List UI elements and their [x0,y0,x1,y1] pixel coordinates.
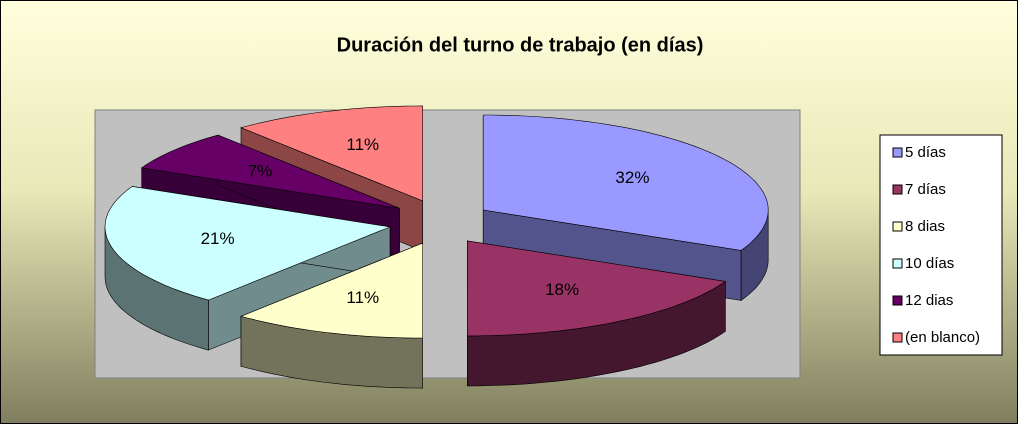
data-label: 7% [248,162,273,181]
legend-label: 12 dias [905,292,953,309]
legend-label: 5 días [905,144,946,161]
legend-label: 7 días [905,181,946,198]
slice [240,105,423,202]
pie: 11% 7% 32% 21% 18% 11% [104,105,769,389]
legend-label: 8 dias [905,218,945,235]
slice [140,134,400,209]
chart-title: Duración del turno de trabajo (en días) [337,34,704,56]
legend-swatch [892,295,903,306]
slice [240,242,423,339]
slice [482,114,769,251]
data-label: 11% [346,135,379,154]
legend [879,134,1003,356]
data-label: 21% [201,229,235,248]
legend-swatch [892,221,903,232]
legend-label: 10 días [905,255,954,272]
data-label: 32% [615,168,649,187]
data-label: 11% [346,288,379,307]
legend-label: (en blanco) [905,329,980,346]
legend-swatch [892,184,903,195]
legend-swatch [892,332,903,343]
slice [104,186,392,301]
slice [467,240,727,337]
data-label: 18% [545,280,579,299]
legend-swatch [892,258,903,269]
legend-swatch [892,147,903,158]
